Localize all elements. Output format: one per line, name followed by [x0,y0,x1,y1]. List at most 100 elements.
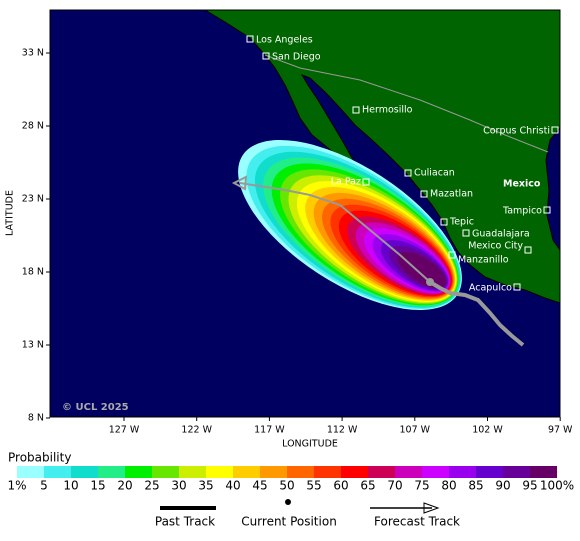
lon-tick-label: 127 W [109,425,140,436]
colorbar-cell [449,466,476,478]
colorbar-cell [44,466,71,478]
city-marker [246,35,254,43]
colorbar-label: 100% [540,479,574,493]
city-marker [352,106,360,114]
lon-tick-label: 112 W [327,425,358,436]
lon-tick-label: 107 W [400,425,431,436]
colorbar-label: 95 [522,479,537,493]
map-frame [49,9,561,418]
colorbar-cell [206,466,233,478]
city-marker [420,190,428,198]
map-area: Los Angeles San Diego Hermosillo Corpus Chr… [50,10,560,417]
colorbar-cell [503,466,530,478]
colorbar-label: 85 [468,479,483,493]
copyright: © UCL 2025 [62,402,129,413]
colorbar-label: 35 [198,479,213,493]
lat-tick-label: 23 N [22,194,44,205]
city-label: Mazatlan [430,189,473,200]
colorbar-label: 30 [171,479,186,493]
city-marker [262,52,270,60]
lon-tick-label: 97 W [548,425,573,436]
legend-title: Probability [8,451,71,465]
colorbar-cell [71,466,98,478]
colorbar-cell [368,466,395,478]
colorbar-label: 45 [252,479,267,493]
city-label: Culiacan [414,168,455,179]
colorbar-label: 55 [306,479,321,493]
city-marker [448,251,456,259]
colorbar-label: 40 [225,479,240,493]
lat-tick-label: 18 N [22,267,44,278]
colorbar-cell [476,466,503,478]
city-label: Los Angeles [256,35,313,46]
colorbar-cell [395,466,422,478]
city-label: Hermosillo [362,105,413,116]
city-marker [440,218,448,226]
colorbar-cell [98,466,125,478]
colorbar-cell [233,466,260,478]
city-marker [404,169,412,177]
city-label: Corpus Christi [483,126,550,137]
colorbar-label: 60 [333,479,348,493]
city-label: La Paz [331,177,361,188]
city-marker [362,178,370,186]
colorbar-label: 5 [40,479,48,493]
city-label: Mexico City [468,241,523,252]
colorbar-label: 90 [495,479,510,493]
current-position [426,278,434,286]
city-label: Manzanillo [458,255,509,266]
current-position-key [285,499,291,505]
colorbar-cell [287,466,314,478]
cities: Los Angeles San Diego Hermosillo Corpus Chr… [246,35,559,294]
lat-tick-label: 28 N [22,121,44,132]
city-marker [551,126,559,134]
city-label: Tampico [502,206,542,217]
forecast-arrowhead [231,175,248,191]
colorbar-cell [314,466,341,478]
past-track-label: Past Track [155,515,215,529]
border [264,54,549,153]
colorbar-label: 10 [63,479,78,493]
lat-tick-label: 33 N [22,48,44,59]
forecast-track [239,182,431,283]
colorbar-label: 65 [360,479,375,493]
x-axis-label: LONGITUDE [282,439,338,450]
forecast-track-label: Forecast Track [374,515,460,529]
probability-band [397,251,447,289]
country-label: Mexico [503,179,541,190]
city-marker [524,246,532,254]
city-label: San Diego [272,52,321,63]
colorbar-label: 70 [387,479,402,493]
colorbar-cell [179,466,206,478]
lon-tick-label: 102 W [472,425,503,436]
colorbar-cell [422,466,449,478]
colorbar-cell [260,466,287,478]
city-marker [513,283,521,291]
colorbar-cell [341,466,368,478]
forecast-arrow-key [423,502,440,514]
colorbar-label: 15 [90,479,105,493]
colorbar-label: 75 [414,479,429,493]
land [204,10,560,304]
lon-tick-label: 117 W [254,425,285,436]
lon-tick-label: 122 W [181,425,212,436]
colorbar-label: 25 [144,479,159,493]
city-marker [462,229,470,237]
city-label: Guadalajara [472,229,530,240]
city-label: Acapulco [469,283,512,294]
colorbar-label: 1% [7,479,26,493]
past-track [428,280,525,347]
colorbar-cell [530,466,557,478]
current-position-label: Current Position [241,515,337,529]
colorbar-cell [17,466,44,478]
city-marker [543,206,551,214]
colorbar-cell [152,466,179,478]
lat-tick-label: 8 N [28,413,44,424]
y-axis-label: LATITUDE [5,190,16,236]
colorbar-label: 50 [279,479,294,493]
colorbar-cell [125,466,152,478]
colorbar-label: 80 [441,479,456,493]
colorbar-label: 20 [117,479,132,493]
lat-tick-label: 13 N [22,340,44,351]
